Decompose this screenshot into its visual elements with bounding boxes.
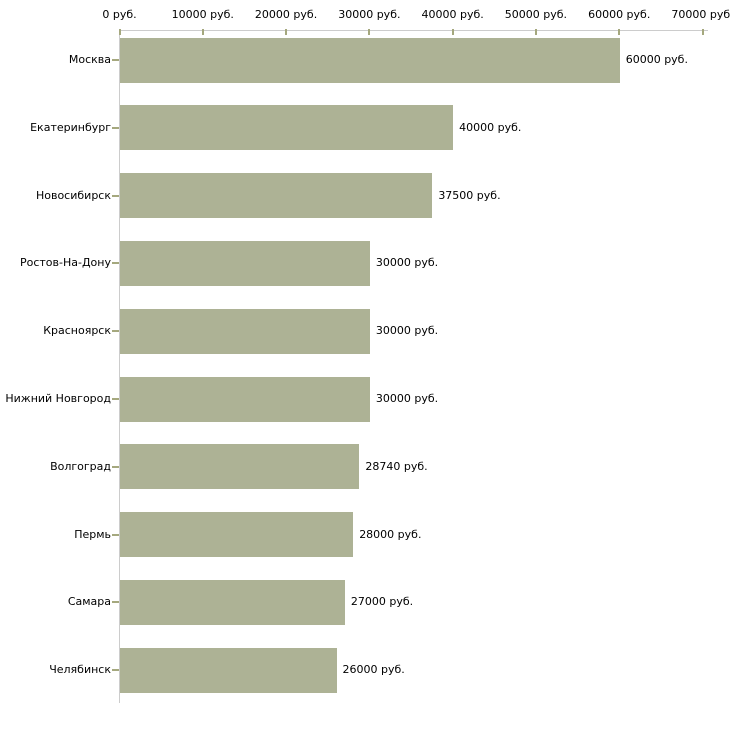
bar	[120, 579, 345, 625]
x-axis-tick-mark	[118, 29, 121, 35]
bar-value-label: 60000 руб.	[625, 53, 688, 66]
category-label: Пермь	[74, 527, 111, 541]
y-axis-tick-mark	[112, 669, 119, 672]
bar	[120, 308, 370, 354]
y-axis-tick-mark	[112, 601, 119, 604]
x-axis-tick-label: 60000 руб.	[588, 8, 651, 21]
category-label: Екатеринбург	[30, 120, 111, 134]
bar-value-label: 30000 руб.	[375, 256, 439, 270]
bar-value-label: 28740 руб.	[365, 459, 428, 473]
category-label: Ростов-На-Дону	[19, 256, 111, 270]
y-axis-tick-mark	[112, 194, 119, 197]
x-axis-line	[119, 30, 708, 31]
x-axis-tick-mark	[368, 29, 371, 35]
x-axis-tick-mark	[451, 29, 454, 35]
category-label: Новосибирск	[35, 188, 111, 202]
x-axis-tick-mark	[201, 29, 204, 35]
x-axis-tick-label: 50000 руб.	[504, 8, 568, 21]
bar	[120, 444, 360, 490]
y-axis-line	[119, 30, 120, 703]
category-label: Челябинск	[49, 663, 111, 677]
x-axis-tick-mark	[534, 29, 537, 35]
bar-value-label: 37500 руб.	[438, 188, 501, 202]
category-label: Волгоград	[50, 459, 111, 473]
bar	[120, 240, 370, 286]
x-axis-tick-label: 20000 руб.	[254, 8, 318, 21]
x-axis-tick-mark	[285, 29, 288, 35]
y-axis-tick-mark	[112, 262, 119, 265]
bar-value-label: 28000 руб.	[359, 527, 422, 541]
x-axis-tick-label: 10000 руб.	[171, 8, 234, 21]
x-axis-tick-label: 0 руб.	[102, 8, 137, 21]
x-axis-tick-label: 40000 руб.	[421, 8, 484, 21]
x-axis-tick-label: 70000 руб.	[671, 8, 730, 21]
bar-value-label: 30000 руб.	[375, 324, 439, 338]
bar	[120, 105, 454, 151]
x-axis-tick-mark	[701, 29, 704, 35]
bar-value-label: 30000 руб.	[375, 392, 439, 405]
y-axis-tick-mark	[112, 126, 119, 129]
x-axis-tick-mark	[618, 29, 621, 35]
bar	[120, 647, 337, 693]
bar-value-label: 26000 руб.	[342, 663, 405, 677]
bar	[120, 512, 354, 558]
y-axis-tick-mark	[112, 330, 119, 333]
bar	[120, 376, 370, 422]
y-axis-tick-mark	[112, 465, 119, 468]
category-label: Самара	[67, 595, 111, 609]
category-label: Нижний Новгород	[5, 392, 111, 405]
bar-value-label: 27000 руб.	[350, 595, 414, 609]
y-axis-tick-mark	[112, 533, 119, 536]
y-axis-tick-mark	[112, 398, 119, 400]
y-axis-tick-mark	[112, 59, 119, 61]
category-label: Москва	[68, 53, 111, 66]
category-label: Красноярск	[43, 324, 111, 338]
bar	[120, 37, 620, 83]
x-axis-tick-label: 30000 руб.	[338, 8, 401, 21]
bar	[120, 173, 433, 219]
bar-value-label: 40000 руб.	[459, 120, 522, 134]
